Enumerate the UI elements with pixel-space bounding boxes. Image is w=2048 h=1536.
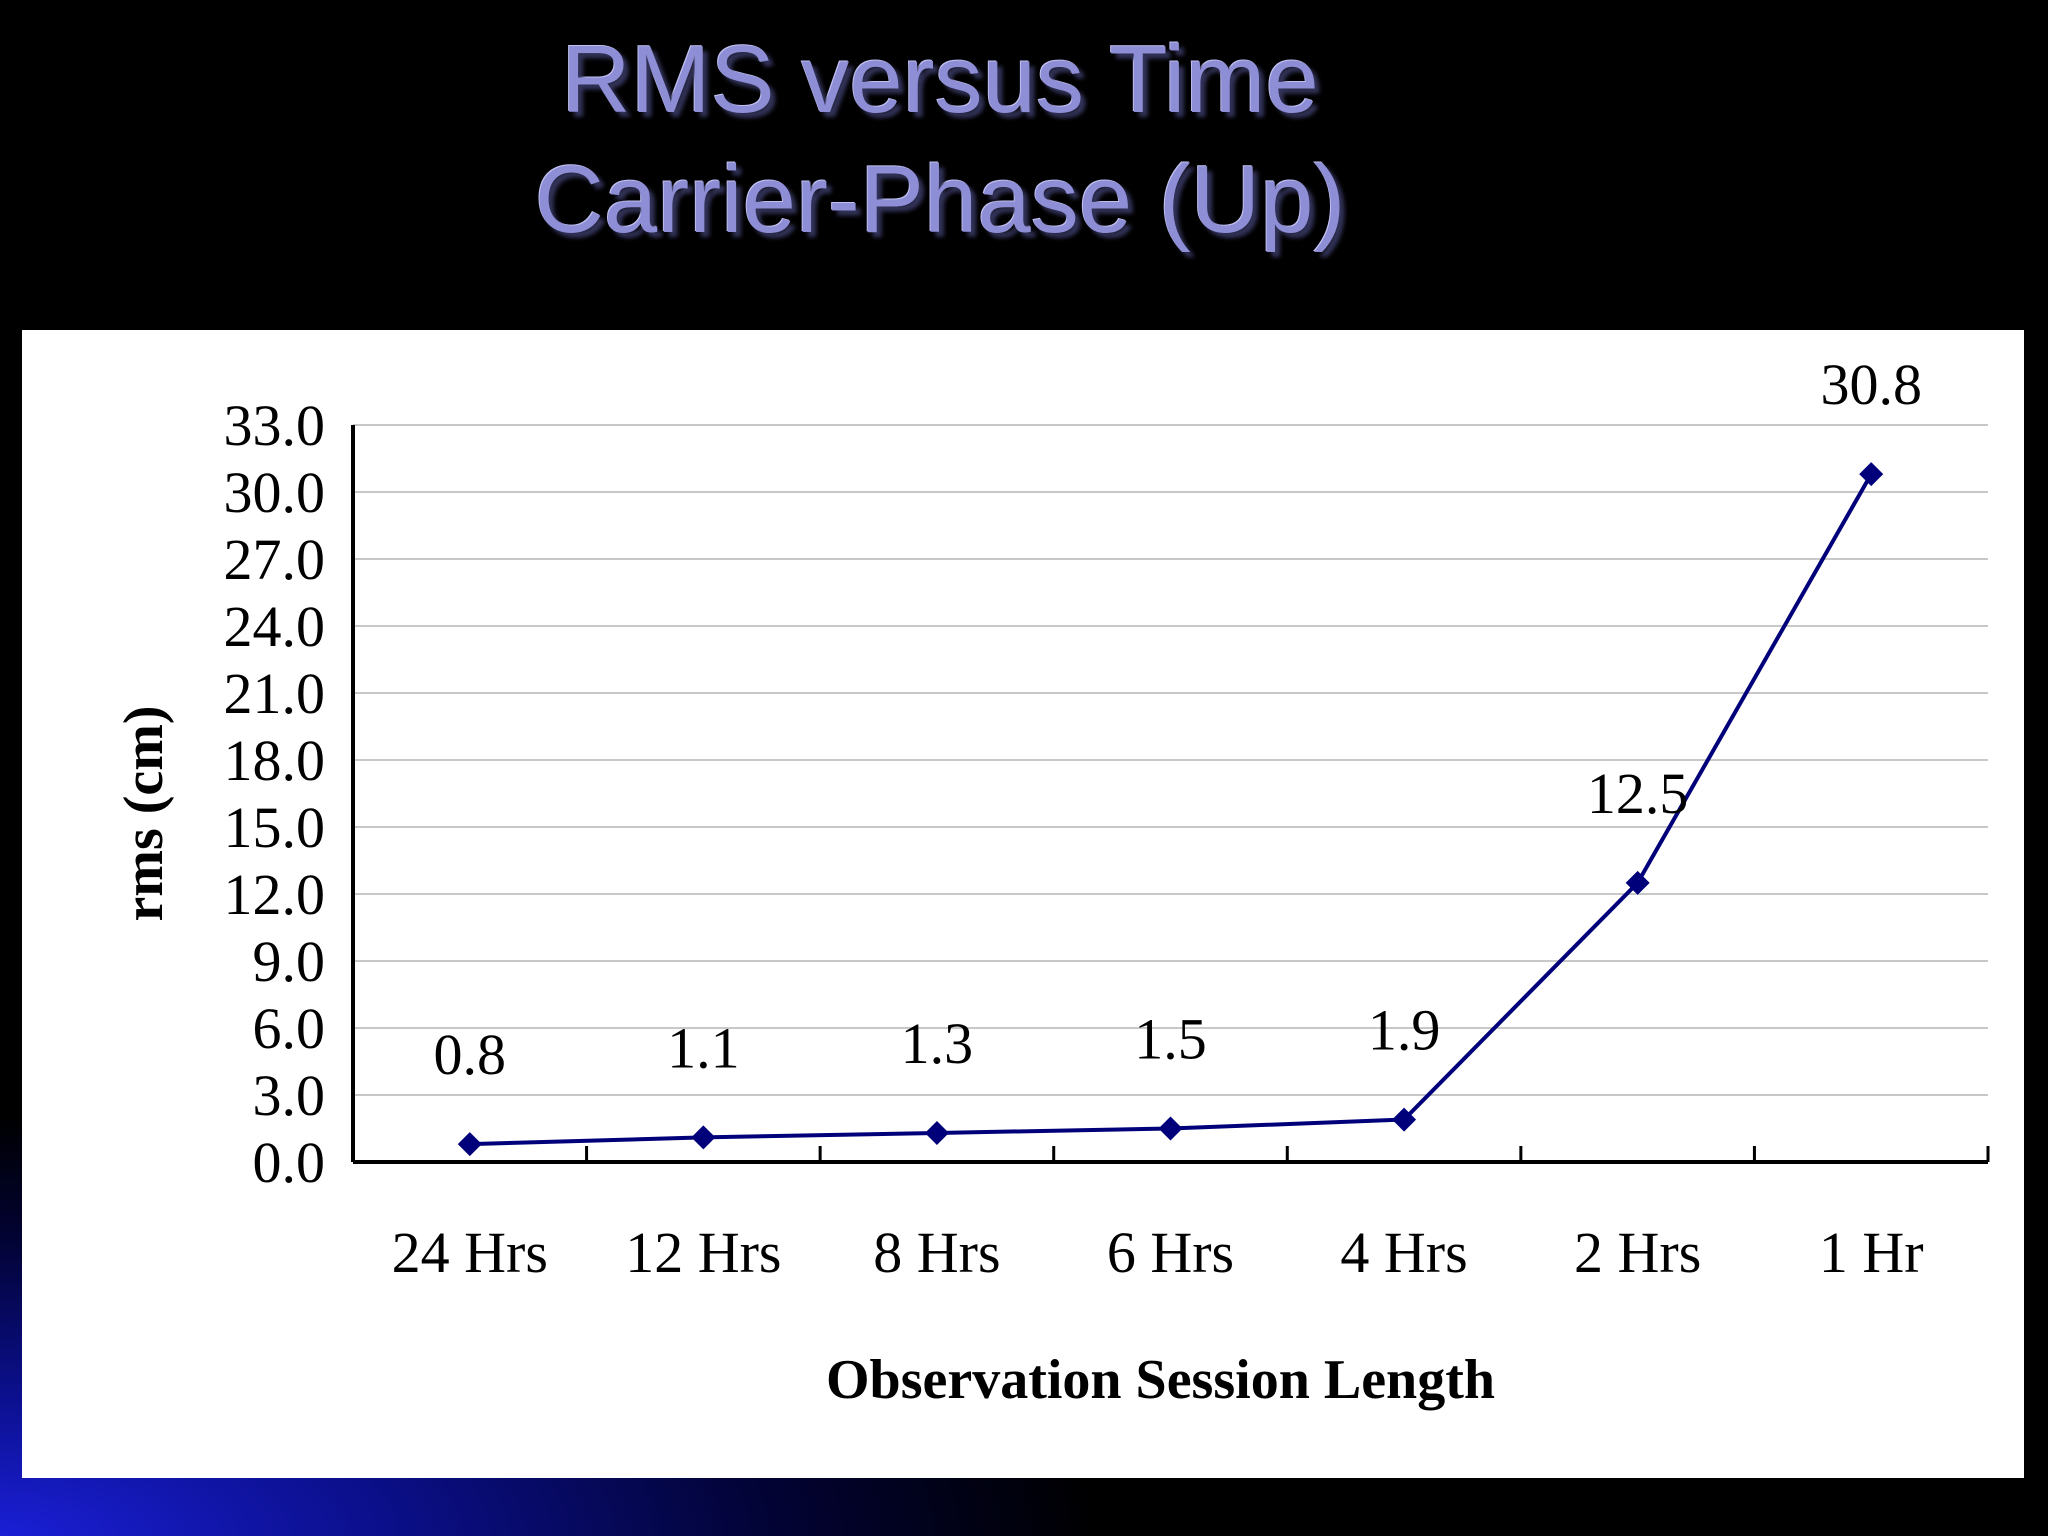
data-labels-group: 0.8 1.1 1.3 1.5 1.9 12.5 30.8 [434,352,1922,1087]
y-axis: 0.03.06.09.012.015.018.021.024.027.030.0… [224,393,355,1195]
y-tick-label: 6.0 [253,996,326,1061]
data-point-marker [691,1125,716,1150]
data-label: 12.5 [1587,761,1689,826]
data-label: 1.1 [667,1015,740,1080]
data-point-marker [1392,1107,1417,1132]
data-point-marker [1158,1116,1183,1141]
y-tick-label: 18.0 [224,728,326,793]
line-chart: 0.03.06.09.012.015.018.021.024.027.030.0… [113,352,1990,1411]
x-axis-title: Observation Session Length [826,1349,1495,1411]
data-point-marker [457,1132,482,1157]
y-tick-label: 21.0 [224,661,326,726]
x-category-label: 6 Hrs [1107,1220,1234,1285]
x-category-label: 4 Hrs [1340,1220,1467,1285]
y-tick-label: 15.0 [224,795,326,860]
data-label: 0.8 [434,1022,507,1087]
y-tick-label: 30.0 [224,460,326,525]
data-point-marker [924,1120,949,1145]
y-tick-label: 27.0 [224,527,326,592]
grid-lines [353,424,1988,1096]
x-category-label: 2 Hrs [1574,1220,1701,1285]
data-point-marker [1625,870,1650,895]
y-tick-label: 0.0 [253,1130,326,1195]
slide-title: RMS versus Time Carrier-Phase (Up) [0,20,1880,260]
y-tick-label: 24.0 [224,594,326,659]
chart-panel: 0.0 3.0 6.0 9.0 12.0 15.0 18.0 21.0 24.0 27.0 30.0… [22,330,2024,1478]
x-category-label: 8 Hrs [873,1220,1000,1285]
data-point-marker [1859,462,1884,487]
x-category-label: 1 Hr [1819,1220,1924,1285]
slide-title-line-2: Carrier-Phase (Up) [534,146,1346,253]
x-category-label: 12 Hrs [625,1220,781,1285]
data-label: 30.8 [1820,352,1922,417]
x-axis: 24 Hrs 12 Hrs 8 Hrs 6 Hrs 4 Hrs 2 Hrs 1 Hr [351,1146,1990,1285]
series-group [457,462,1884,1157]
y-tick-label: 33.0 [224,393,326,458]
data-label: 1.9 [1368,998,1441,1063]
slide-title-line-1: RMS versus Time [561,26,1319,133]
y-axis-title: rms (cm) [113,705,175,921]
data-label: 1.5 [1134,1007,1207,1072]
y-tick-label: 3.0 [253,1063,326,1128]
y-tick-label: 12.0 [224,862,326,927]
data-label: 1.3 [901,1011,974,1076]
y-tick-label: 9.0 [253,929,326,994]
x-category-label: 24 Hrs [392,1220,548,1285]
